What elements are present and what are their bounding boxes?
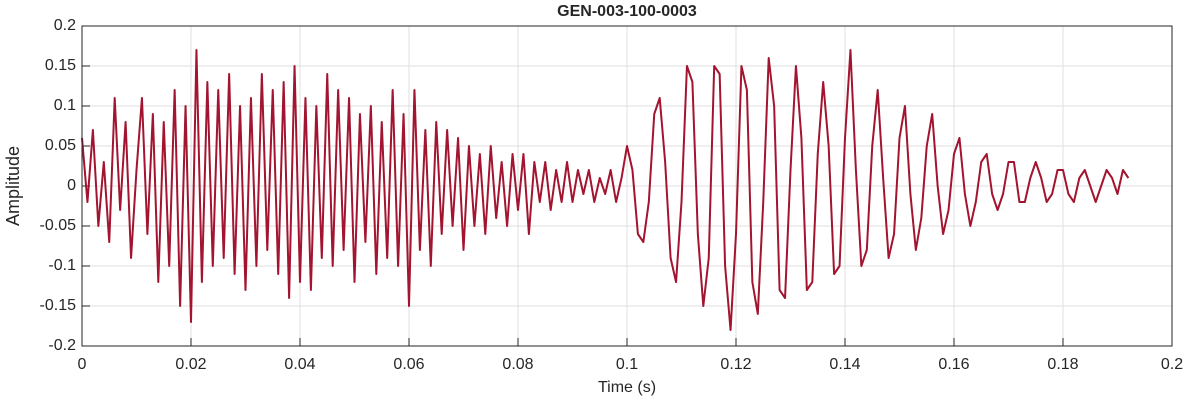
x-tick-label: 0.16 xyxy=(938,356,969,373)
y-tick-label: -0.15 xyxy=(40,297,77,314)
x-tick-label: 0 xyxy=(78,356,87,373)
chart-title: GEN-003-100-0003 xyxy=(557,3,697,20)
x-tick-label: 0.04 xyxy=(284,356,315,373)
x-tick-label: 0.08 xyxy=(502,356,533,373)
waveform-line xyxy=(81,49,1130,331)
y-tick-label: -0.2 xyxy=(48,337,76,354)
y-tick-label: 0.15 xyxy=(45,57,76,74)
y-tick-label: 0.1 xyxy=(54,97,76,114)
y-tick-label: 0.2 xyxy=(54,17,76,34)
x-tick-label: 0.06 xyxy=(393,356,424,373)
x-tick-label: 0.18 xyxy=(1047,356,1078,373)
y-tick-label: -0.1 xyxy=(48,257,76,274)
x-tick-label: 0.1 xyxy=(616,356,638,373)
plot-frame xyxy=(81,25,1173,347)
x-tick-label: 0.14 xyxy=(829,356,860,373)
x-tick-label: 0.02 xyxy=(175,356,206,373)
x-tick-label: 0.12 xyxy=(720,356,751,373)
y-tick-label: -0.05 xyxy=(40,217,77,234)
y-tick-label: 0 xyxy=(67,177,76,194)
x-axis-label: Time (s) xyxy=(598,379,656,396)
y-axis-label: Amplitude xyxy=(3,146,23,226)
x-tick-label: 0.2 xyxy=(1161,356,1183,373)
y-tick-label: 0.05 xyxy=(45,137,76,154)
